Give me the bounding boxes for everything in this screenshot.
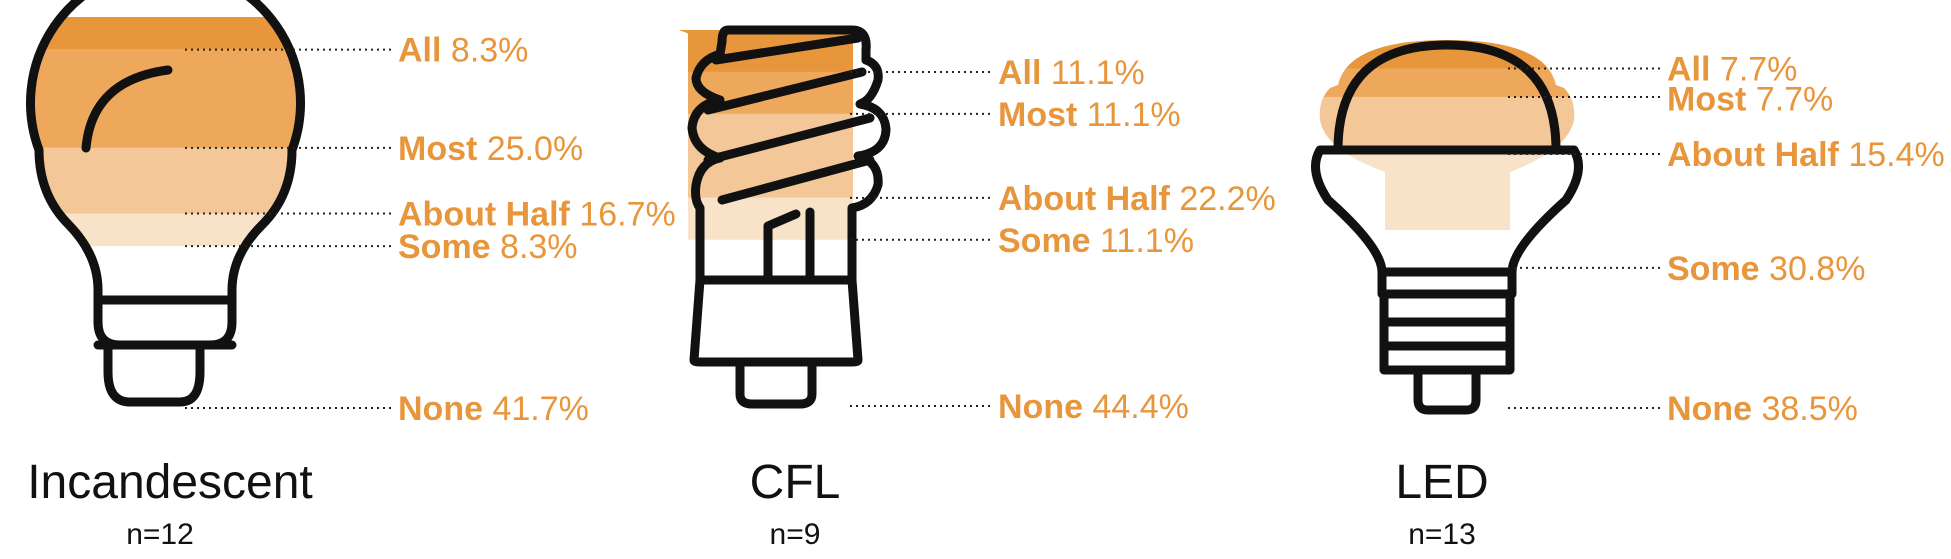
segment-value: 7.7% — [1720, 50, 1798, 88]
bulb-n-label: n=9 — [770, 518, 821, 551]
segment-category: About Half — [998, 180, 1179, 218]
segment-category: All — [1667, 50, 1720, 88]
fill-band-most — [30, 49, 301, 148]
segment-category: Most — [1667, 80, 1756, 118]
segment-label: None 41.7% — [398, 390, 589, 428]
segment-value: 22.2% — [1179, 180, 1275, 218]
segment-category: Most — [998, 96, 1087, 134]
segment-value: 15.4% — [1848, 136, 1944, 174]
segment-value: 41.7% — [492, 390, 588, 428]
segment-label: All 7.7% — [1667, 50, 1797, 88]
segment-label: Some 11.1% — [998, 222, 1194, 260]
bulb-title: LED — [1395, 456, 1488, 509]
fill-band-about-half — [1319, 96, 1575, 154]
bulb-title: Incandescent — [27, 456, 313, 509]
segment-label: All 8.3% — [398, 32, 528, 70]
segment-value: 11.1% — [1087, 96, 1181, 134]
segment-value: 8.3% — [451, 32, 529, 70]
segment-category: Most — [398, 130, 487, 168]
segment-label: Most 25.0% — [398, 130, 583, 168]
segment-value: 7.7% — [1756, 80, 1834, 118]
segment-category: Some — [998, 222, 1100, 260]
segment-category: About Half — [1667, 136, 1848, 174]
segment-label: Most 11.1% — [998, 96, 1181, 134]
segment-label: Most 7.7% — [1667, 80, 1833, 118]
segment-category: None — [398, 390, 492, 428]
segment-label: About Half 16.7% — [398, 196, 676, 234]
cfl-bulb-icon — [680, 25, 891, 409]
segment-value: 8.3% — [500, 228, 578, 266]
segment-value: 11.1% — [1051, 54, 1145, 92]
led-bulb-icon — [1311, 40, 1583, 415]
segment-value: 11.1% — [1100, 222, 1194, 260]
segment-value: 38.5% — [1761, 390, 1857, 428]
bulb-n-label: n=13 — [1408, 518, 1476, 551]
segment-value: 30.8% — [1769, 250, 1865, 288]
segment-category: None — [998, 388, 1092, 426]
fill-band-about-half — [30, 147, 301, 214]
segment-category: Some — [398, 228, 500, 266]
fill-band-all — [30, 17, 301, 50]
segment-category: Some — [1667, 250, 1769, 288]
bulb-n-label: n=12 — [126, 518, 194, 551]
segment-label: About Half 22.2% — [998, 180, 1276, 218]
segment-label: All 11.1% — [998, 54, 1145, 92]
incandescent-bulb-icon — [26, 0, 305, 407]
segment-label: About Half 15.4% — [1667, 136, 1945, 174]
segment-label: Some 30.8% — [1667, 250, 1865, 288]
segment-category: About Half — [398, 196, 579, 234]
segment-value: 44.4% — [1092, 388, 1188, 426]
bulb-title: CFL — [750, 456, 841, 509]
segment-value: 16.7% — [579, 196, 675, 234]
segment-category: All — [398, 32, 451, 70]
segment-category: All — [998, 54, 1051, 92]
segment-label: None 38.5% — [1667, 390, 1858, 428]
segment-label: None 44.4% — [998, 388, 1189, 426]
segment-value: 25.0% — [487, 130, 583, 168]
segment-category: None — [1667, 390, 1761, 428]
segment-label: Some 8.3% — [398, 228, 578, 266]
